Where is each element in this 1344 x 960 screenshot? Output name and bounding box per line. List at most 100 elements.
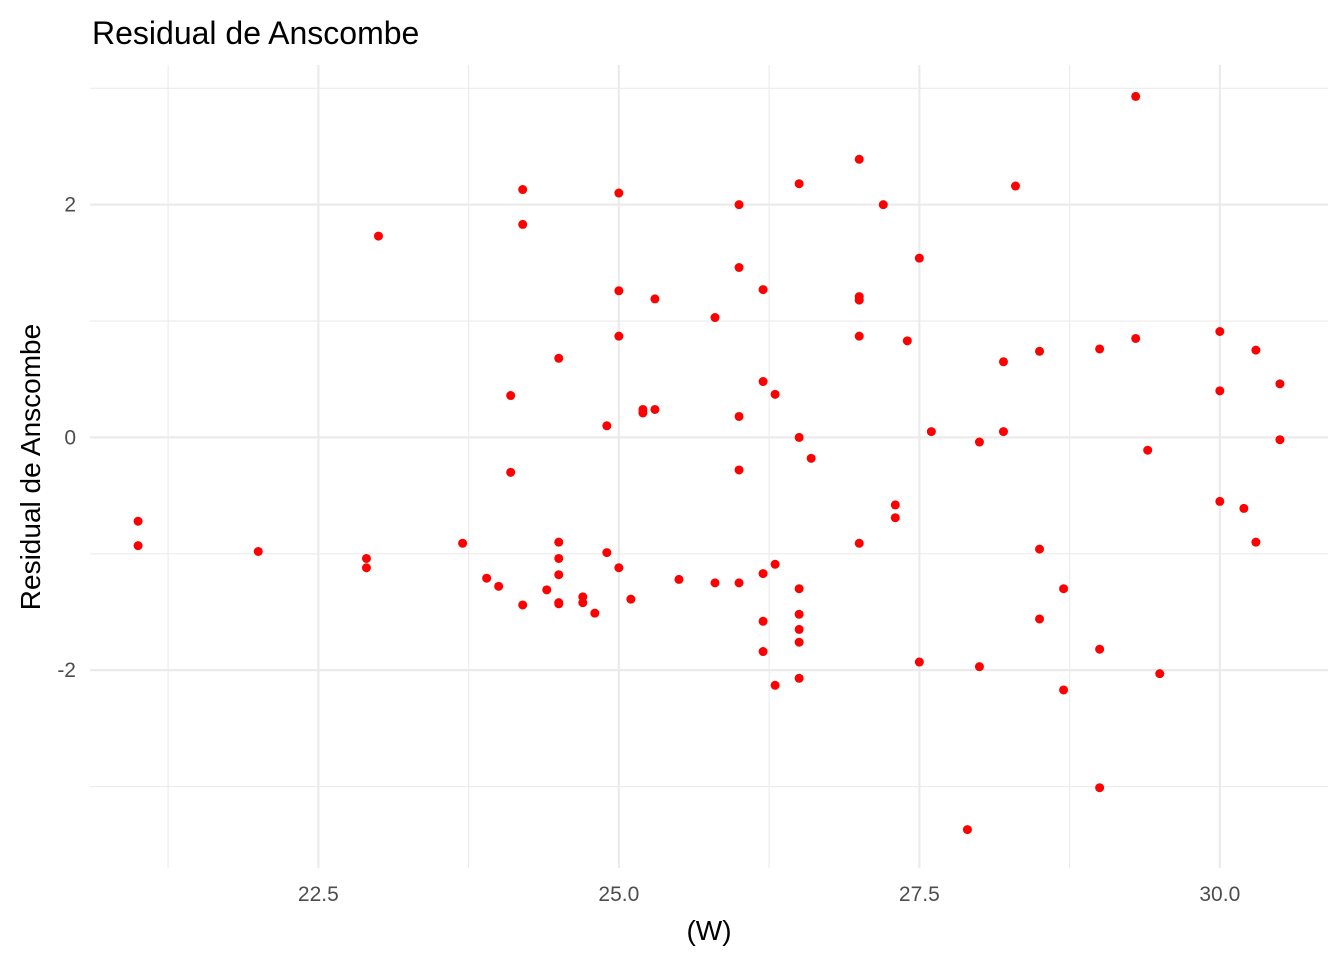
- data-point: [806, 453, 816, 463]
- data-point: [674, 574, 684, 584]
- data-point: [1275, 379, 1285, 389]
- data-point: [361, 553, 371, 563]
- data-point: [578, 598, 588, 608]
- data-point: [1215, 496, 1225, 506]
- data-point: [494, 581, 504, 591]
- data-point: [794, 179, 804, 189]
- data-point: [602, 548, 612, 558]
- data-point: [974, 437, 984, 447]
- data-point: [506, 467, 516, 477]
- x-axis-tick-labels: 22.5 25.0 27.5 30.0: [298, 883, 1240, 906]
- data-point: [650, 404, 660, 414]
- x-tick-label: 30.0: [1199, 883, 1240, 906]
- data-point: [638, 408, 648, 418]
- y-tick-label: -2: [57, 659, 76, 682]
- data-point: [518, 219, 528, 229]
- data-point: [1131, 333, 1141, 343]
- data-point: [734, 411, 744, 421]
- y-axis-title: Residual de Anscombe: [15, 324, 46, 610]
- data-point: [734, 262, 744, 272]
- y-tick-label: 2: [64, 194, 76, 217]
- data-point: [770, 389, 780, 399]
- data-point: [758, 377, 768, 387]
- data-point: [734, 578, 744, 588]
- data-point: [758, 569, 768, 579]
- data-point: [518, 600, 528, 610]
- x-tick-label: 25.0: [598, 883, 639, 906]
- x-tick-label: 22.5: [298, 883, 339, 906]
- data-point: [770, 680, 780, 690]
- data-point: [1275, 435, 1285, 445]
- data-point: [133, 541, 143, 551]
- data-point: [998, 357, 1008, 367]
- data-point: [1239, 503, 1249, 513]
- data-point: [253, 546, 263, 556]
- data-point: [482, 573, 492, 583]
- data-point: [542, 585, 552, 595]
- data-point: [1035, 346, 1045, 356]
- data-point: [878, 200, 888, 210]
- data-point: [1059, 584, 1069, 594]
- data-point: [854, 331, 864, 341]
- data-point: [554, 537, 564, 547]
- data-point: [890, 513, 900, 523]
- data-point: [926, 427, 936, 437]
- data-point: [1251, 537, 1261, 547]
- y-axis-tick-labels: -2 0 2: [57, 194, 76, 683]
- minor-gridlines: [90, 65, 1328, 868]
- data-point: [1143, 445, 1153, 455]
- data-point: [734, 200, 744, 210]
- data-point: [133, 516, 143, 526]
- data-point: [602, 421, 612, 431]
- data-point: [1155, 669, 1165, 679]
- data-point: [1035, 614, 1045, 624]
- data-point: [1035, 544, 1045, 554]
- data-point: [854, 154, 864, 164]
- data-point: [854, 295, 864, 305]
- data-point: [614, 563, 624, 573]
- data-point: [914, 657, 924, 667]
- data-points: [133, 91, 1285, 835]
- data-point: [614, 286, 624, 296]
- data-point: [614, 188, 624, 198]
- y-tick-label: 0: [64, 426, 76, 449]
- data-point: [1215, 327, 1225, 337]
- data-point: [974, 662, 984, 672]
- data-point: [506, 391, 516, 401]
- data-point: [1010, 181, 1020, 191]
- data-point: [626, 594, 636, 604]
- data-point: [758, 616, 768, 626]
- data-point: [890, 500, 900, 510]
- data-point: [1095, 344, 1105, 354]
- data-point: [1095, 644, 1105, 654]
- x-axis-title: (W): [686, 915, 731, 946]
- data-point: [914, 253, 924, 263]
- major-gridlines: [90, 65, 1328, 868]
- data-point: [854, 538, 864, 548]
- data-point: [650, 294, 660, 304]
- chart-title: Residual de Anscombe: [92, 15, 419, 51]
- data-point: [373, 231, 383, 241]
- data-point: [1059, 685, 1069, 695]
- data-point: [554, 553, 564, 563]
- data-point: [794, 637, 804, 647]
- data-point: [794, 673, 804, 683]
- data-point: [590, 608, 600, 618]
- data-point: [758, 285, 768, 295]
- data-point: [794, 584, 804, 594]
- data-point: [962, 825, 972, 835]
- data-point: [361, 563, 371, 573]
- data-point: [794, 432, 804, 442]
- data-point: [614, 331, 624, 341]
- data-point: [1131, 91, 1141, 101]
- data-point: [902, 336, 912, 346]
- data-point: [710, 313, 720, 323]
- data-point: [710, 578, 720, 588]
- data-point: [554, 570, 564, 580]
- data-point: [1251, 345, 1261, 355]
- data-point: [794, 624, 804, 634]
- data-point: [554, 599, 564, 609]
- data-point: [734, 465, 744, 475]
